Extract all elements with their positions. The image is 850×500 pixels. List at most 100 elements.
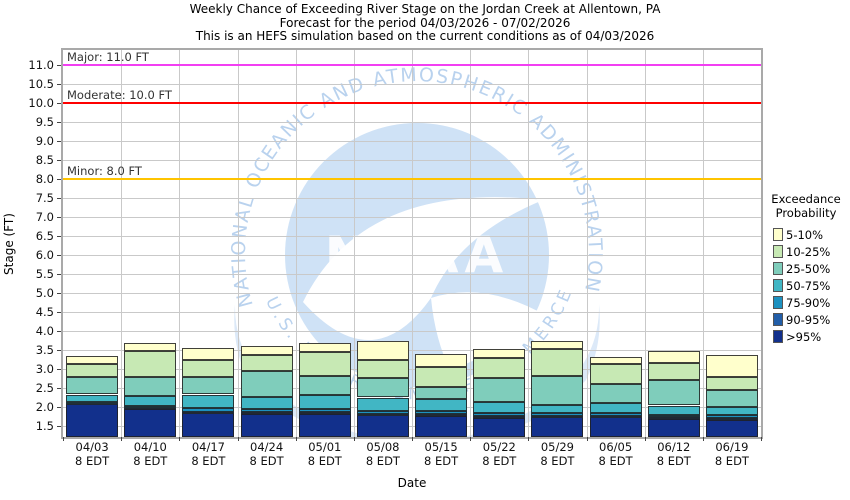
y-tick-label: 3.0	[35, 361, 54, 376]
y-tick-label: 7.5	[35, 191, 54, 205]
x-tick-date: 05/15	[424, 440, 458, 454]
x-tick-time: 8 EDT	[75, 453, 110, 468]
bar-segment	[182, 413, 235, 437]
bar-segment	[705, 418, 758, 420]
x-tick	[528, 437, 530, 441]
bar-segment	[589, 357, 642, 365]
x-tick-time: 8 EDT	[133, 453, 168, 468]
y-tick	[57, 292, 61, 294]
legend-label: 25-50%	[786, 261, 831, 276]
grid-line-v	[295, 50, 297, 437]
legend-swatch	[773, 313, 783, 326]
legend-row: 5-10%	[773, 226, 850, 243]
bar-segment	[182, 360, 235, 377]
x-tick-time: 8 EDT	[307, 453, 342, 468]
legend-row: 50-75%	[773, 277, 850, 294]
bar-segment	[531, 341, 584, 350]
threshold-label: Minor: 8.0 FT	[67, 164, 142, 178]
threshold-line	[63, 64, 761, 67]
x-tick-date: 05/08	[366, 440, 400, 454]
x-tick	[295, 437, 297, 441]
y-tick-label: 5.5	[35, 266, 54, 281]
chart-title-line3: This is an HEFS simulation based on the …	[195, 29, 655, 43]
bar-segment	[66, 402, 119, 405]
x-tick-label: 06/12 8 EDT	[645, 440, 703, 468]
bar-segment	[298, 409, 351, 413]
x-tick	[353, 437, 355, 441]
bar-segment	[182, 394, 235, 408]
legend-swatch	[773, 245, 783, 258]
bar-segment	[473, 418, 526, 437]
legend-swatch	[773, 228, 783, 241]
bar-segment	[473, 412, 526, 417]
threshold-line	[63, 102, 761, 105]
x-tick-time: 8 EDT	[656, 453, 691, 468]
bar-segment	[298, 375, 351, 395]
bar-segment	[473, 402, 526, 413]
bar-segment	[298, 394, 351, 410]
y-tick-label: 4.5	[35, 304, 54, 319]
bar-segment	[66, 403, 119, 437]
bar-segment	[182, 407, 235, 412]
x-tick-label: 05/15 8 EDT	[412, 440, 470, 468]
x-tick-date: 04/17	[191, 440, 225, 454]
y-axis-title: Stage (FT)	[2, 213, 16, 275]
bar-segment	[240, 413, 293, 437]
y-tick	[57, 65, 61, 67]
y-tick	[57, 179, 61, 180]
bar-segment	[415, 366, 468, 387]
y-tick	[57, 141, 61, 143]
y-tick	[57, 254, 61, 256]
legend-label: 90-95%	[786, 312, 831, 327]
x-tick-date: 06/12	[657, 440, 691, 454]
y-tick-label: 1.5	[35, 418, 54, 433]
y-tick-label: 7.0	[35, 209, 54, 224]
bar-segment	[647, 351, 700, 363]
y-tick-label: 4.0	[35, 323, 54, 338]
y-tick-label: 10.0	[28, 96, 54, 111]
y-tick-label: 2.5	[35, 380, 54, 395]
x-tick-time: 8 EDT	[714, 453, 749, 468]
bar-segment	[589, 412, 642, 416]
y-tick-label: 11.0	[28, 58, 54, 73]
grid-line-v	[179, 50, 181, 437]
bar-segment	[473, 416, 526, 419]
legend: Exceedance Probability 5-10% 10-25% 25-50%…	[762, 192, 850, 345]
bar-segment	[531, 404, 584, 413]
plot-area: NOAA NATIONAL OCEANIC AND ATMOSPHERIC AD…	[61, 48, 763, 439]
bar-segment	[647, 405, 700, 415]
bar-segment	[589, 383, 642, 404]
legend-row: >95%	[773, 328, 850, 345]
bar-segment	[240, 409, 293, 412]
x-tick	[761, 437, 762, 441]
bar-segment	[415, 386, 468, 399]
x-tick	[179, 437, 181, 441]
bar-segment	[705, 407, 758, 416]
legend-swatch	[773, 296, 783, 309]
bar-segment	[124, 405, 177, 408]
y-tick-label: 2.0	[35, 399, 54, 414]
bar-segment	[647, 414, 700, 418]
x-tick-time: 8 EDT	[482, 453, 517, 468]
legend-label: 50-75%	[786, 278, 831, 293]
grid-line-v	[586, 50, 588, 437]
y-tick	[57, 198, 61, 199]
bar-segment	[240, 345, 293, 355]
chart-title-line1: Weekly Chance of Exceeding River Stage o…	[189, 2, 661, 16]
y-tick	[57, 406, 61, 408]
x-tick-time: 8 EDT	[249, 453, 284, 468]
bar-segment	[589, 403, 642, 413]
bar-segment	[298, 413, 351, 437]
x-tick-time: 8 EDT	[598, 453, 633, 468]
x-tick-date: 05/01	[308, 440, 342, 454]
grid-line-v	[237, 50, 239, 437]
y-tick	[57, 235, 61, 237]
bar-segment	[647, 380, 700, 406]
y-tick-label: 6.0	[35, 247, 54, 262]
legend-title: Exceedance Probability	[762, 192, 850, 220]
y-tick-label: 9.0	[35, 134, 54, 149]
bar-segment	[531, 349, 584, 376]
bar-segment	[356, 378, 409, 398]
bar-segment	[240, 396, 293, 410]
